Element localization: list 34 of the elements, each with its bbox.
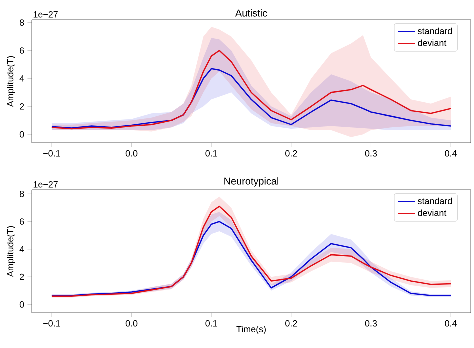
y-tick-label: 4 bbox=[20, 246, 24, 253]
y-tick-label: 2 bbox=[20, 274, 24, 280]
x-tick-label: 0.2 bbox=[286, 320, 298, 327]
text: 1e−27 bbox=[34, 181, 58, 188]
legend-label: deviant bbox=[418, 210, 447, 216]
y-tick-label: 6 bbox=[20, 48, 24, 54]
legend-label: standard bbox=[418, 198, 452, 204]
x-tick-label: 0.0 bbox=[126, 150, 138, 157]
x-tick-label: −0.1 bbox=[44, 320, 60, 327]
y-tick-label: 8 bbox=[20, 20, 24, 26]
y-axis-title: Amplitude(T) bbox=[7, 56, 16, 108]
text: 1e−27 bbox=[34, 11, 58, 18]
y-tick-label: 4 bbox=[20, 76, 24, 82]
x-tick-label: 0.1 bbox=[206, 320, 218, 327]
y-axis-title: Amplitude(T) bbox=[7, 226, 16, 278]
legend-label: standard bbox=[418, 28, 452, 34]
x-tick-label: 0.3 bbox=[365, 150, 378, 157]
x-tick-label: 0.2 bbox=[286, 150, 298, 157]
y-tick-label: 0 bbox=[20, 302, 24, 308]
chart-title: Neurotypical bbox=[224, 178, 279, 187]
legend-label: deviant bbox=[418, 40, 447, 46]
chart-title: Autistic bbox=[235, 10, 268, 17]
x-tick-label: 0.4 bbox=[445, 150, 458, 157]
y-tick-label: 2 bbox=[20, 104, 24, 110]
x-tick-label: 0.4 bbox=[445, 320, 458, 327]
y-tick-label: 6 bbox=[20, 218, 24, 225]
y-tick-label: 8 bbox=[20, 190, 24, 198]
line-series bbox=[51, 68, 452, 129]
x-tick-label: 0.1 bbox=[206, 150, 218, 157]
y-tick-label: 0 bbox=[20, 131, 24, 138]
x-axis-title: Time(s) bbox=[236, 326, 266, 334]
x-tick-label: 0.3 bbox=[365, 320, 378, 327]
x-tick-label: 0.0 bbox=[126, 320, 138, 327]
x-tick-label: −0.1 bbox=[44, 150, 60, 157]
